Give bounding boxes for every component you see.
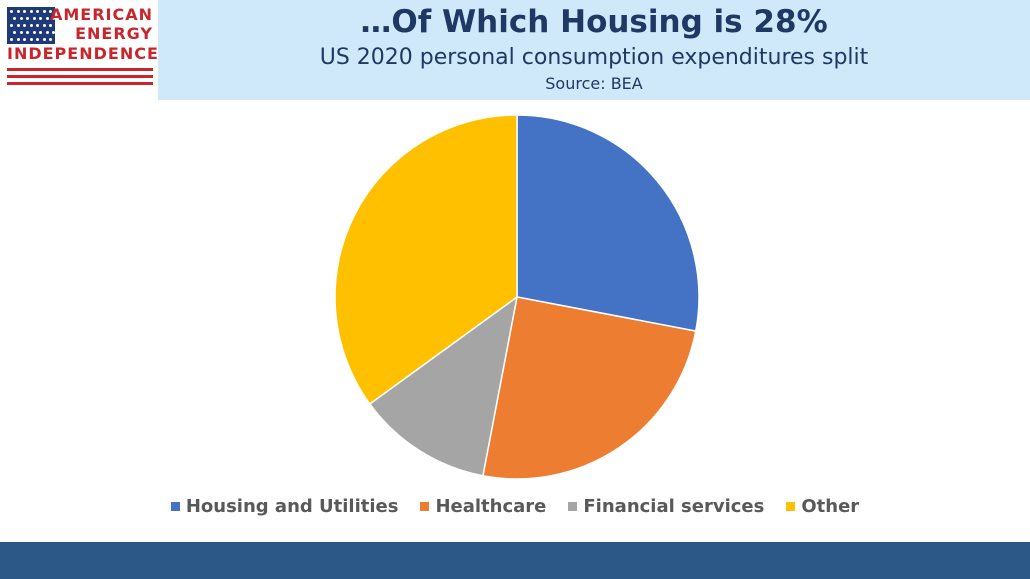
us-flag-icon: [7, 7, 55, 44]
logo-line-independence: INDEPENDENCE: [7, 44, 159, 63]
brand-logo: AMERICAN ENERGY INDEPENDENCE: [0, 0, 158, 100]
legend-swatch: [170, 502, 180, 511]
pie-slice-housing-and-utilities: [516, 114, 700, 332]
legend-label: Housing and Utilities: [185, 496, 399, 517]
pie-slice-financial-services: [368, 295, 519, 477]
legend-label: Healthcare: [435, 496, 547, 517]
legend-item: Other: [786, 496, 859, 517]
legend-label: Other: [801, 496, 860, 517]
logo-line-energy: ENERGY: [75, 24, 153, 43]
legend-item: Housing and Utilities: [170, 496, 399, 517]
pie-slice-healthcare: [482, 296, 697, 480]
legend-swatch: [420, 502, 430, 511]
legend-swatch: [786, 502, 796, 511]
chart-source: Source: BEA: [545, 74, 643, 93]
footer-bar: [0, 542, 1030, 579]
pie-slice-other: [334, 114, 518, 406]
legend-swatch: [568, 502, 578, 511]
logo-stripes: [7, 68, 153, 93]
chart-legend: Housing and Utilities Healthcare Financial…: [0, 496, 1030, 517]
logo-line-american: AMERICAN: [49, 5, 153, 24]
chart-subtitle: US 2020 personal consumption expenditure…: [319, 45, 869, 70]
chart-title: …Of Which Housing is 28%: [360, 4, 828, 40]
legend-item: Financial services: [568, 496, 764, 517]
legend-item: Healthcare: [420, 496, 546, 517]
legend-label: Financial services: [583, 496, 765, 517]
title-banner: …Of Which Housing is 28% US 2020 persona…: [158, 0, 1030, 100]
